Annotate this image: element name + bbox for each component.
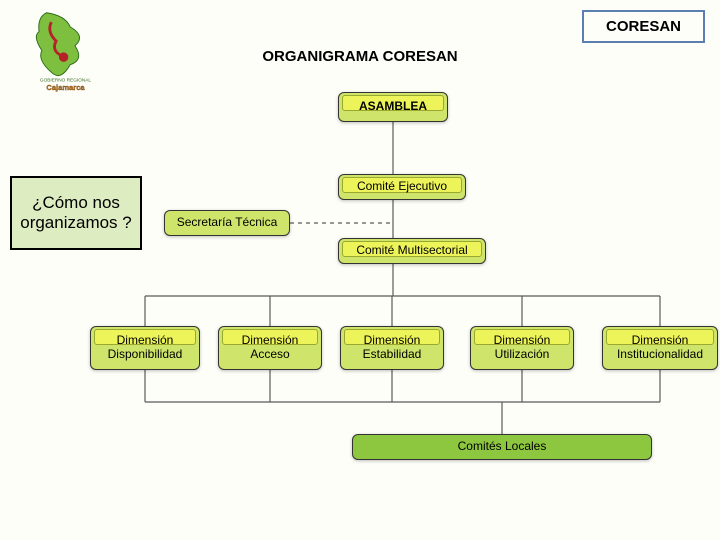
node-dimension-disponibilidad: Dimensión Disponibilidad (90, 326, 200, 370)
node-dimension-acceso: Dimensión Acceso (218, 326, 322, 370)
node-comite-multisectorial: Comité Multisectorial (338, 238, 486, 264)
node-label: Comité Multisectorial (339, 244, 485, 258)
header-badge-label: CORESAN (606, 18, 681, 35)
node-dimension-utilizacion: Dimensión Utilización (470, 326, 574, 370)
node-label: Comité Ejecutivo (339, 180, 465, 194)
node-label: Comités Locales (353, 440, 651, 454)
node-label: Dimensión Institucionalidad (603, 334, 717, 362)
node-comite-ejecutivo: Comité Ejecutivo (338, 174, 466, 200)
question-box: ¿Cómo nos organizamos ? (10, 176, 142, 250)
page-title: ORGANIGRAMA CORESAN (262, 48, 457, 65)
gov-logo: GOBIERNO REGIONAL Cajamarca (18, 8, 113, 93)
node-label: Dimensión Acceso (219, 334, 321, 362)
header-badge: CORESAN (582, 10, 705, 43)
node-asamblea: ASAMBLEA (338, 92, 448, 122)
node-label: Secretaría Técnica (165, 216, 289, 230)
question-text: ¿Cómo nos organizamos ? (16, 193, 136, 234)
node-label: Dimensión Disponibilidad (91, 334, 199, 362)
node-secretaria-tecnica: Secretaría Técnica (164, 210, 290, 236)
node-comites-locales: Comités Locales (352, 434, 652, 460)
logo-text-bottom: Cajamarca (46, 83, 85, 92)
node-dimension-estabilidad: Dimensión Estabilidad (340, 326, 444, 370)
node-label: Dimensión Utilización (471, 334, 573, 362)
node-label: Dimensión Estabilidad (341, 334, 443, 362)
node-label: ASAMBLEA (339, 100, 447, 114)
node-dimension-institucionalidad: Dimensión Institucionalidad (602, 326, 718, 370)
